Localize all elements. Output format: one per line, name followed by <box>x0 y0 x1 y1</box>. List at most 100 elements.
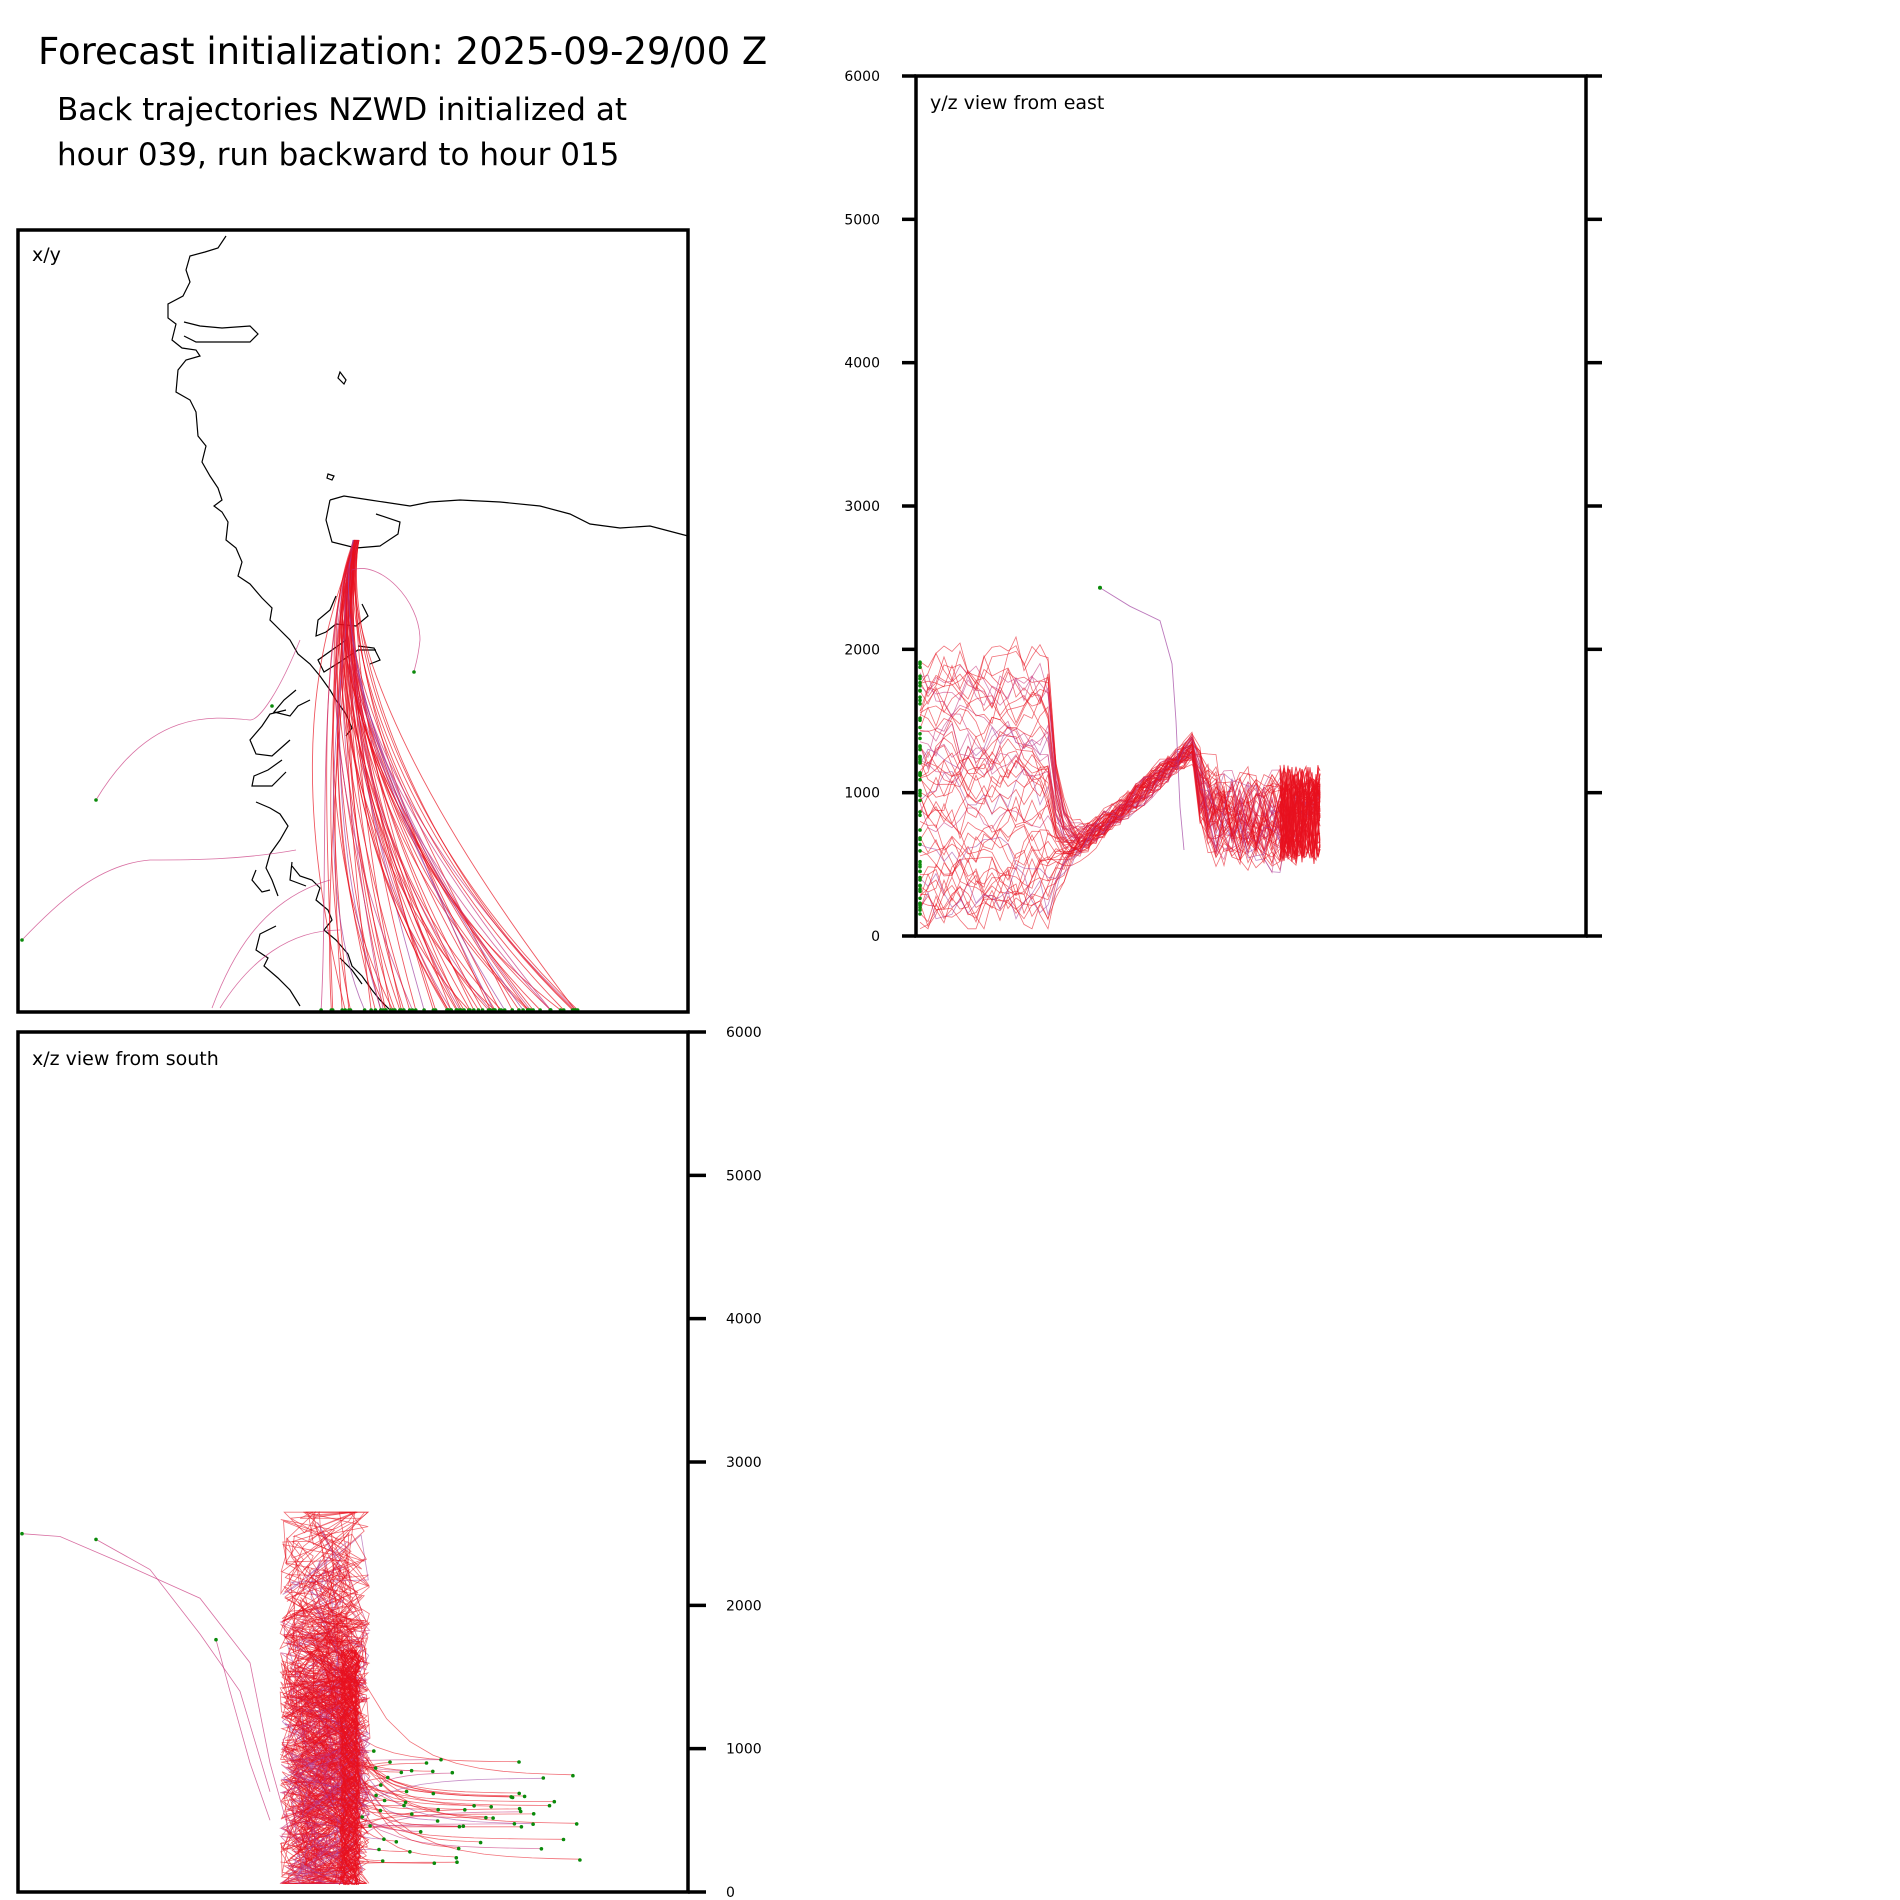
figure-subtitle: Back trajectories NZWD initialized at ho… <box>57 88 627 178</box>
xz-trajectory-line <box>281 1549 457 1858</box>
xz-trajectory-line <box>339 1649 362 1886</box>
yz-tick-label: 3000 <box>844 499 880 515</box>
xz-trajectory-line <box>284 1511 573 1776</box>
xz-trajectory-line <box>339 1649 362 1885</box>
xz-tick-label: 2000 <box>726 1598 762 1614</box>
yz-trajectory-endpoint <box>918 662 922 666</box>
xz-trajectory-endpoint <box>450 1770 455 1775</box>
yz-tick-label: 1000 <box>844 786 880 802</box>
yz-trajectory-line <box>919 736 1321 879</box>
coastline-segment <box>315 595 369 637</box>
xz-trajectory-line <box>95 1539 271 1792</box>
yz-trajectory-endpoint <box>918 689 922 693</box>
xy-trajectory-line <box>342 539 520 1011</box>
coastline-segment <box>249 709 291 757</box>
xy-trajectory-endpoint <box>412 670 416 674</box>
subtitle-line-1: Back trajectories NZWD initialized at <box>57 92 627 128</box>
yz-trajectory-endpoint <box>918 777 922 782</box>
xz-trajectory-endpoint <box>377 1847 381 1852</box>
xy-trajectory-line <box>330 539 356 1011</box>
yz-trajectory-endpoint <box>918 773 922 778</box>
xz-tick-label: 3000 <box>726 1455 762 1471</box>
xy-trajectory-line <box>355 539 578 1011</box>
xy-trajectory-line <box>345 539 529 1011</box>
xz-tick-label: 4000 <box>726 1312 762 1328</box>
xz-trajectory-endpoint <box>574 1822 579 1826</box>
xy-trajectory-line <box>353 539 565 1011</box>
coastline-segment <box>326 473 335 481</box>
yz-panel: 0 1000 2000 3000 4000 5000 6000 y/z view from … <box>844 69 1602 945</box>
xz-trajectory-endpoint <box>379 1783 383 1787</box>
coastline-segment <box>251 869 271 893</box>
xy-trajectory-line <box>344 539 551 1011</box>
xz-trajectory-line <box>339 1649 361 1885</box>
xy-panel-label: x/y <box>32 244 61 266</box>
xz-trajectory-line <box>21 1533 291 1835</box>
yz-trajectory-endpoint <box>918 889 922 894</box>
yz-trajectory-endpoint <box>918 837 922 842</box>
yz-tick-label: 0 <box>871 929 880 945</box>
xy-trajectory-line <box>340 539 411 1011</box>
yz-tick-label: 2000 <box>844 642 880 658</box>
xz-trajectory-line <box>285 1637 385 1829</box>
xy-trajectory-endpoint <box>20 938 24 942</box>
xz-trajectory-endpoint <box>386 1775 390 1780</box>
xz-trajectory-endpoint <box>436 1807 441 1812</box>
yz-trajectory-endpoint <box>918 771 922 775</box>
yz-trajectory-line <box>919 704 1321 841</box>
xz-trajectory-line <box>283 1576 580 1860</box>
xz-trajectory-endpoint <box>517 1791 521 1796</box>
xz-trajectory-endpoint <box>455 1860 459 1864</box>
yz-trajectory-line <box>1279 772 1321 857</box>
xz-trajectory-line <box>280 1511 434 1793</box>
xz-trajectory-endpoint <box>484 1815 488 1820</box>
yz-trajectory-endpoint <box>918 908 922 912</box>
coastline-segment <box>183 321 259 343</box>
xz-trajectory-endpoint <box>404 1789 409 1794</box>
xy-trajectory-line <box>354 539 491 1011</box>
xz-trajectory-endpoint <box>378 1808 383 1813</box>
xy-trajectory-line <box>339 539 495 1011</box>
xz-trajectory-endpoint <box>372 1749 376 1753</box>
xz-trajectory-endpoint <box>94 1537 98 1542</box>
xz-trajectory-endpoint <box>517 1806 522 1811</box>
yz-trajectory-endpoint <box>918 665 922 670</box>
xz-trajectory-endpoint <box>408 1850 412 1854</box>
coastline-segment <box>329 495 689 537</box>
yz-trajectories <box>919 587 1321 930</box>
xz-trajectory-endpoint <box>403 1800 408 1805</box>
xy-trajectory-line <box>95 639 301 801</box>
xy-panel: x/y <box>16 228 690 1014</box>
yz-tick-label: 5000 <box>844 212 880 228</box>
yz-trajectory-endpoint <box>918 755 922 760</box>
xy-trajectory-line <box>347 539 489 1011</box>
xz-trajectory-endpoint <box>373 1766 378 1770</box>
xy-trajectory-line <box>348 539 524 1011</box>
xz-trajectory-line <box>281 1511 459 1877</box>
xz-endpoints <box>20 1531 582 1865</box>
xz-trajectory-endpoint <box>472 1804 476 1808</box>
xz-trajectory-endpoint <box>512 1822 517 1826</box>
xz-trajectory-endpoint <box>531 1822 535 1826</box>
yz-trajectory-endpoint <box>918 702 922 706</box>
xz-trajectory-endpoint <box>380 1859 385 1863</box>
xy-trajectory-line <box>352 539 576 1011</box>
xz-trajectory-line <box>283 1511 577 1824</box>
xz-trajectory-endpoint <box>431 1769 435 1774</box>
xz-tick-label: 1000 <box>726 1742 762 1758</box>
yz-trajectory-endpoint <box>918 725 922 730</box>
yz-trajectory-endpoint <box>918 869 922 874</box>
yz-tick-label: 4000 <box>844 356 880 372</box>
yz-trajectory-endpoint <box>918 828 922 832</box>
yz-y-axis: 0 1000 2000 3000 4000 5000 6000 <box>844 69 1602 945</box>
yz-trajectory-endpoint <box>918 798 922 803</box>
xz-trajectory-endpoint <box>561 1837 566 1842</box>
xz-trajectory-endpoint <box>388 1760 392 1764</box>
coastline-segment <box>337 370 347 386</box>
xy-trajectory-line <box>219 929 341 1009</box>
yz-tick-label: 6000 <box>844 69 880 85</box>
xz-tick-label: 5000 <box>726 1168 762 1184</box>
yz-trajectory-line <box>1279 765 1321 859</box>
yz-trajectory-endpoint <box>918 684 922 688</box>
